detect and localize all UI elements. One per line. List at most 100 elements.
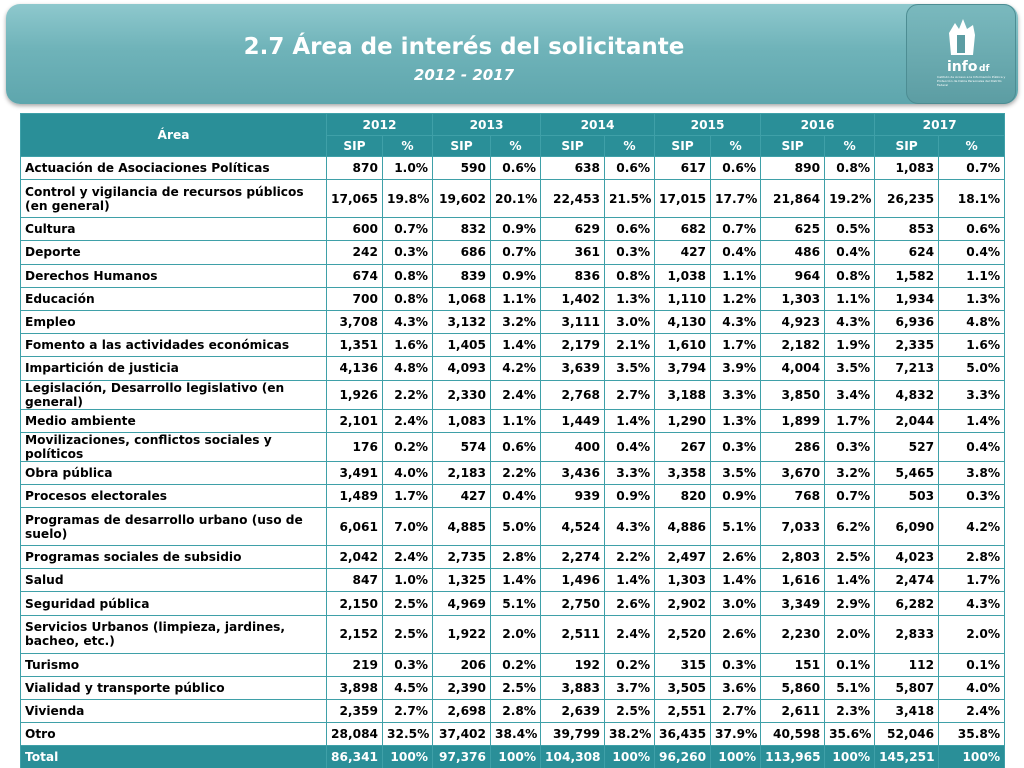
- pct-cell: 0.2%: [490, 652, 542, 677]
- pct-cell: 3.5%: [824, 356, 876, 381]
- pct-cell: 1.4%: [938, 408, 1006, 433]
- pct-cell: 5.1%: [710, 507, 762, 547]
- pct-cell: 2.7%: [604, 379, 656, 410]
- pct-cell: 2.4%: [490, 379, 542, 410]
- pct-cell: 4.0%: [938, 675, 1006, 701]
- sip-cell: 427: [654, 240, 712, 265]
- pct-cell: 0.7%: [710, 217, 762, 242]
- sip-cell: 4,832: [874, 379, 940, 410]
- pct-cell: 2.8%: [938, 545, 1006, 570]
- sip-cell: 2,230: [760, 614, 826, 654]
- total-row: Total 86,341 100% 97,376 100% 104,308 100% 96,2…: [20, 745, 1006, 768]
- pct-cell: 2.6%: [604, 591, 656, 616]
- pct-cell: 1.7%: [381, 483, 434, 509]
- sip-cell: 1,449: [540, 408, 606, 433]
- pct-cell: 0.8%: [824, 263, 876, 288]
- pct-cell: 0.3%: [938, 483, 1006, 509]
- sip-cell: 3,132: [432, 309, 492, 335]
- total-pct-cell: 100%: [604, 745, 656, 768]
- pct-cell: 3.5%: [604, 356, 656, 381]
- sip-cell: 2,390: [432, 675, 492, 701]
- sip-cell: 2,359: [326, 698, 383, 724]
- table-row: Control y vigilancia de recursos público…: [20, 179, 1006, 219]
- pct-cell: 2.0%: [938, 614, 1006, 654]
- pct-cell: 0.4%: [490, 483, 542, 509]
- pct-cell: 0.5%: [824, 217, 876, 242]
- pct-cell: 1.6%: [938, 333, 1006, 358]
- header-row-sub: SIP % SIP % SIP % SIP % SIP % SIP %: [21, 135, 1006, 157]
- table-row: Fomento a las actividades económicas 1,35…: [20, 333, 1006, 358]
- table-row: Vivienda 2,359 2.7% 2,698 2.8% 2,639 2.5% 2,551…: [20, 698, 1006, 724]
- pct-cell: 4.3%: [381, 309, 434, 335]
- row-area-label: Programas sociales de subsidio: [20, 545, 327, 570]
- pct-header: %: [710, 135, 762, 157]
- pct-cell: 1.4%: [824, 568, 876, 593]
- pct-cell: 2.4%: [604, 614, 656, 654]
- pct-cell: 0.3%: [381, 240, 434, 265]
- total-pct-cell: 100%: [381, 745, 434, 768]
- sip-cell: 486: [760, 240, 826, 265]
- sip-cell: 836: [540, 263, 606, 288]
- pct-cell: 3.9%: [710, 356, 762, 381]
- table-row: Procesos electorales 1,489 1.7% 427 0.4% 939 0…: [20, 483, 1006, 509]
- sip-cell: 17,015: [654, 179, 712, 219]
- pct-cell: 1.0%: [381, 568, 434, 593]
- pct-cell: 0.9%: [604, 483, 656, 509]
- sip-cell: 1,110: [654, 286, 712, 311]
- sip-cell: 1,068: [432, 286, 492, 311]
- table-row: Deporte 242 0.3% 686 0.7% 361 0.3% 427 0.4% 486 0.…: [20, 240, 1006, 265]
- sip-cell: 151: [760, 652, 826, 677]
- sip-cell: 2,044: [874, 408, 940, 433]
- sip-cell: 267: [654, 431, 712, 462]
- year-header: 2014: [540, 113, 656, 136]
- pct-cell: 2.9%: [824, 591, 876, 616]
- pct-cell: 0.6%: [490, 155, 542, 181]
- row-area-label: Impartición de justicia: [20, 356, 327, 381]
- sip-cell: 1,038: [654, 263, 712, 288]
- sip-cell: 2,551: [654, 698, 712, 724]
- sip-cell: 2,750: [540, 591, 606, 616]
- pct-cell: 5.1%: [824, 675, 876, 701]
- pct-cell: 2.8%: [490, 698, 542, 724]
- total-sip-cell: 104,308: [540, 745, 606, 768]
- pct-cell: 19.8%: [381, 179, 434, 219]
- sip-cell: 36,435: [654, 722, 712, 747]
- sip-cell: 3,358: [654, 460, 712, 485]
- pct-cell: 38.4%: [490, 722, 542, 747]
- sip-cell: 6,061: [326, 507, 383, 547]
- sip-cell: 242: [326, 240, 383, 265]
- pct-cell: 3.2%: [824, 460, 876, 485]
- row-area-label: Cultura: [20, 217, 327, 242]
- sip-cell: 2,803: [760, 545, 826, 570]
- header-row-years: Área 2012 2013 2014 2015 2016 2017: [20, 113, 1006, 157]
- total-sip-cell: 97,376: [432, 745, 492, 768]
- pct-cell: 0.8%: [604, 263, 656, 288]
- pct-cell: 17.7%: [710, 179, 762, 219]
- sip-cell: 2,511: [540, 614, 606, 654]
- total-pct-cell: 100%: [938, 745, 1006, 768]
- sip-cell: 2,474: [874, 568, 940, 593]
- sip-cell: 219: [326, 652, 383, 677]
- interest-area-table: Área 2012 2013 2014 2015 2016 2017 SIP %…: [20, 113, 1006, 768]
- table-row: Programas de desarrollo urbano (uso de s…: [20, 507, 1006, 547]
- sip-cell: 3,505: [654, 675, 712, 701]
- pct-cell: 1.3%: [604, 286, 656, 311]
- pct-header: %: [381, 135, 434, 157]
- area-column-header: Área: [20, 113, 327, 157]
- sip-cell: 3,491: [326, 460, 383, 485]
- sip-cell: 682: [654, 217, 712, 242]
- pct-cell: 2.5%: [604, 698, 656, 724]
- sip-cell: 1,582: [874, 263, 940, 288]
- sip-cell: 315: [654, 652, 712, 677]
- table-row: Legislación, Desarrollo legislativo (en …: [20, 379, 1006, 410]
- pct-cell: 2.6%: [710, 614, 762, 654]
- row-area-label: Servicios Urbanos (limpieza, jardines, b…: [20, 614, 327, 654]
- pct-cell: 18.1%: [938, 179, 1006, 219]
- sip-cell: 2,183: [432, 460, 492, 485]
- pct-cell: 0.4%: [824, 240, 876, 265]
- sip-cell: 768: [760, 483, 826, 509]
- table-row: Otro 28,084 32.5% 37,402 38.4% 39,799 38.2% 36,…: [20, 722, 1006, 747]
- sip-cell: 853: [874, 217, 940, 242]
- pct-cell: 0.3%: [604, 240, 656, 265]
- pct-cell: 37.9%: [710, 722, 762, 747]
